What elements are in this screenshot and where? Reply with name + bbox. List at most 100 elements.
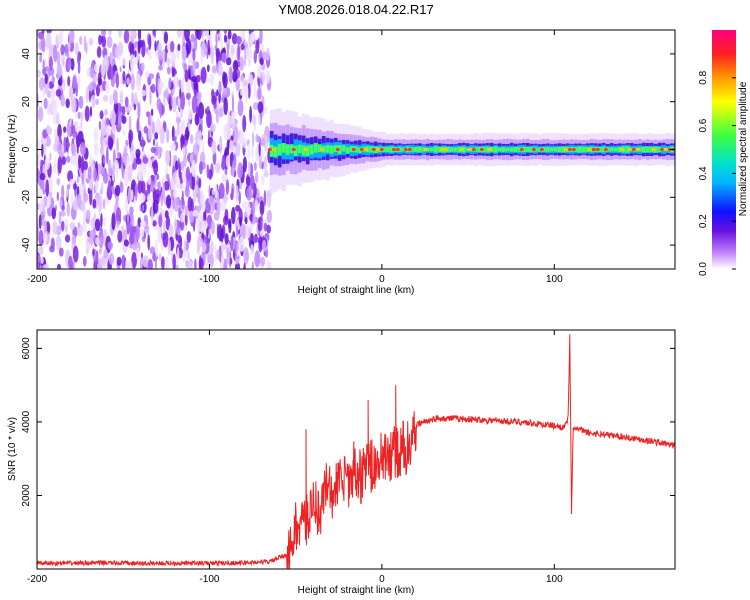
heatmap-cell — [85, 86, 90, 103]
heatmap-cell — [187, 99, 191, 107]
heatmap-cell — [142, 156, 149, 164]
heatmap-cell — [123, 239, 129, 247]
heatmap-cell — [80, 203, 84, 211]
colorbar-tick-label: 0.4 — [698, 166, 709, 180]
heatmap-cell — [137, 163, 143, 181]
heatmap-cell — [113, 100, 119, 114]
heatmap-cell — [72, 245, 79, 263]
heatmap-cell — [247, 83, 251, 99]
colorbar-label: Normalized spectral amplitude — [738, 81, 749, 216]
snr-y-axis-label: SNR (10 * v/v) — [7, 417, 18, 481]
heatmap-cell — [72, 74, 78, 89]
heatmap-cell — [293, 145, 298, 157]
heatmap-cell — [631, 148, 636, 151]
y-tick-label: 0 — [21, 146, 32, 152]
heatmap-cell — [149, 89, 152, 106]
y-tick-label: 2000 — [21, 484, 32, 507]
heatmap-cell — [509, 147, 514, 152]
heatmap-cell — [181, 77, 185, 93]
heatmap-cell — [248, 49, 252, 60]
heatmap-cell — [214, 163, 221, 173]
heatmap-cell — [78, 155, 82, 169]
heatmap-cell — [221, 52, 227, 62]
heatmap-cell — [609, 147, 614, 152]
heatmap-cell — [148, 34, 152, 51]
heatmap-cell — [252, 113, 256, 126]
heatmap-cell — [257, 236, 263, 245]
heatmap-cell — [191, 95, 198, 114]
heatmap-cell — [147, 259, 153, 269]
heatmap-cell — [257, 64, 262, 79]
heatmap-cell — [244, 216, 248, 225]
heatmap-cell — [88, 37, 94, 46]
heatmap-cell — [87, 166, 93, 180]
heatmap-cell — [181, 190, 184, 206]
heatmap-cell — [241, 77, 248, 94]
heatmap-cell — [60, 94, 66, 107]
heatmap-cell — [37, 106, 44, 122]
x-tick-label: 0 — [379, 574, 385, 585]
heatmap-cell — [373, 146, 378, 154]
heatmap-cell — [209, 73, 214, 86]
heatmap-cell — [266, 209, 273, 223]
heatmap-cell — [216, 89, 219, 97]
heatmap-cell — [262, 51, 267, 61]
heatmap-cell — [95, 98, 99, 106]
heatmap-cell — [461, 146, 466, 153]
heatmap-cell — [52, 220, 58, 235]
heatmap-cell — [217, 60, 223, 76]
heatmap-cell — [211, 65, 217, 74]
heatmap-cell — [141, 180, 146, 194]
heatmap-cell — [98, 199, 101, 216]
heatmap-cell — [147, 49, 152, 57]
heatmap-cell — [130, 73, 135, 91]
heatmap-cell — [194, 61, 200, 70]
heatmap-cell — [53, 44, 58, 63]
heatmap-cell — [231, 94, 235, 113]
heatmap-cell — [71, 118, 74, 134]
heatmap-cell — [60, 30, 64, 44]
heatmap-cell — [152, 220, 157, 227]
heatmap-cell — [91, 59, 95, 69]
heatmap-cell — [154, 132, 159, 140]
heatmap-cell — [144, 189, 149, 197]
heatmap-cell — [39, 179, 45, 190]
heatmap-cell — [247, 160, 251, 178]
heatmap-cell — [385, 146, 390, 152]
heatmap-cell — [71, 234, 77, 245]
heatmap-cell — [72, 183, 78, 191]
heatmap-cell — [68, 30, 75, 44]
heatmap-cell — [166, 173, 170, 181]
heatmap-cell — [291, 148, 296, 151]
heatmap-cell — [141, 204, 144, 212]
snr-plot-area — [37, 330, 675, 569]
heatmap-cell — [130, 150, 135, 165]
heatmap-cell — [429, 147, 434, 152]
heatmap-cell — [126, 218, 130, 235]
heatmap-cell — [265, 70, 271, 84]
heatmap-cell — [228, 66, 233, 84]
heatmap-cell — [243, 262, 246, 269]
heatmap-cell — [76, 176, 80, 184]
heatmap-cell — [61, 184, 65, 201]
heatmap-cell — [263, 222, 268, 232]
heatmap-cell — [51, 207, 57, 220]
heatmap-cell — [220, 254, 225, 266]
heatmap-cell — [198, 177, 202, 189]
heatmap-cell — [108, 253, 115, 265]
heatmap-cell — [46, 124, 50, 135]
heatmap-cell — [233, 125, 239, 143]
heatmap-cell — [165, 215, 171, 231]
heatmap-cell — [42, 86, 46, 97]
heatmap-cell — [58, 31, 62, 46]
heatmap-cell — [123, 229, 127, 243]
heatmap-cell — [216, 198, 221, 216]
heatmap-cell — [635, 148, 640, 151]
heatmap-cell — [89, 106, 93, 117]
heatmap-cell — [47, 101, 51, 116]
heatmap-cell — [184, 205, 189, 216]
heatmap-cell — [177, 43, 181, 52]
heatmap-cell — [107, 241, 113, 250]
heatmap-cell — [214, 244, 217, 256]
